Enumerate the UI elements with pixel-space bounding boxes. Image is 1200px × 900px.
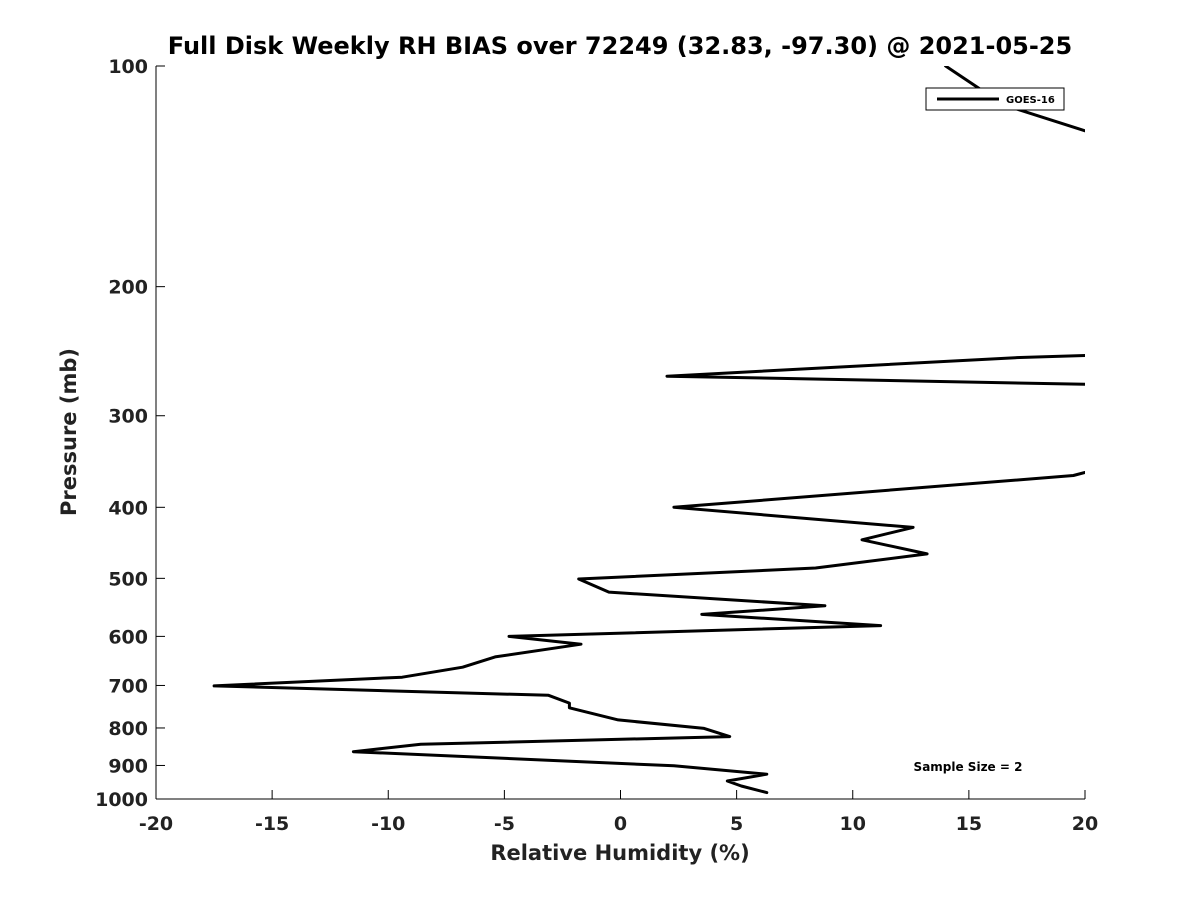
series-layer <box>212 66 1085 795</box>
y-tick-label: 400 <box>108 497 148 519</box>
y-tick-label: 600 <box>108 626 148 648</box>
x-tick-label: 15 <box>956 813 982 835</box>
y-axis-label: Pressure (mb) <box>57 348 81 516</box>
y-tick-label: 1000 <box>95 789 148 811</box>
x-tick-label: -10 <box>371 813 405 835</box>
x-tick-label: -15 <box>255 813 289 835</box>
axes: -20 -15 -10 -5 0 5 10 15 20 100 200 300 400 500 600 700… <box>95 56 1098 835</box>
x-tick-label: 20 <box>1072 813 1098 835</box>
legend-label-goes-16: GOES-16 <box>1006 95 1055 106</box>
x-tick-label: -5 <box>494 813 515 835</box>
y-tick-label: 900 <box>108 755 148 777</box>
y-tick-label: 800 <box>108 718 148 740</box>
sample-size-note: Sample Size = 2 <box>914 760 1023 774</box>
y-tick-label: 300 <box>108 406 148 428</box>
x-tick-label: 5 <box>730 813 743 835</box>
x-tick-label: -20 <box>139 813 173 835</box>
chart-title: Full Disk Weekly RH BIAS over 72249 (32.… <box>168 32 1072 60</box>
series-line-goes-16 <box>212 66 1085 795</box>
y-tick-label: 700 <box>108 675 148 697</box>
x-tick-label: 0 <box>614 813 627 835</box>
x-axis-label: Relative Humidity (%) <box>490 841 749 865</box>
y-tick-label: 200 <box>108 277 148 299</box>
x-tick-label: 10 <box>840 813 866 835</box>
y-tick-label: 500 <box>108 568 148 590</box>
legend: GOES-16 <box>925 87 1065 111</box>
y-tick-label: 100 <box>108 56 148 78</box>
